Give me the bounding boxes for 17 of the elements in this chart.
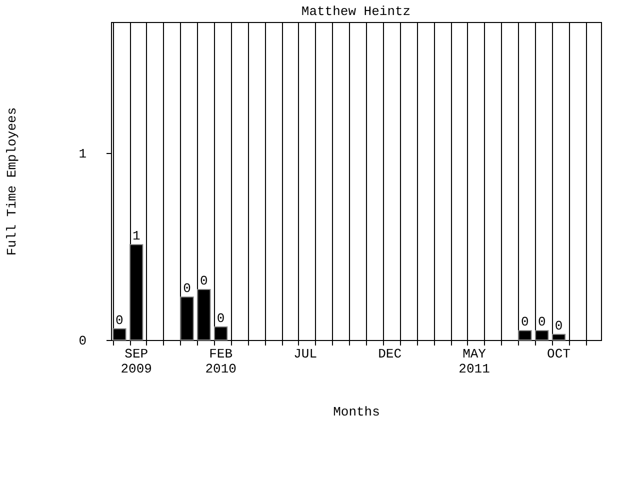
data-label: 0: [521, 314, 529, 330]
y-axis-title: Full Time Employees: [4, 107, 20, 256]
data-label: 0: [116, 312, 124, 328]
data-label: 0: [538, 314, 546, 330]
x-tick-label: OCT: [547, 346, 571, 362]
data-label: 0: [216, 310, 225, 326]
x-tick-label: MAY 2011: [458, 346, 490, 376]
x-axis-title: Months: [333, 404, 380, 420]
chart-title: Matthew Heintz: [301, 4, 411, 19]
data-label: 1: [132, 228, 140, 244]
x-tick-label: FEB 2010: [205, 346, 236, 376]
x-tick-label: SEP 2009: [120, 346, 152, 376]
data-label: 0: [554, 318, 563, 334]
data-label: 0: [183, 280, 191, 296]
data-label: 0: [200, 273, 208, 288]
x-tick-label: DEC: [378, 346, 402, 362]
x-tick-label: JUL: [294, 346, 318, 362]
